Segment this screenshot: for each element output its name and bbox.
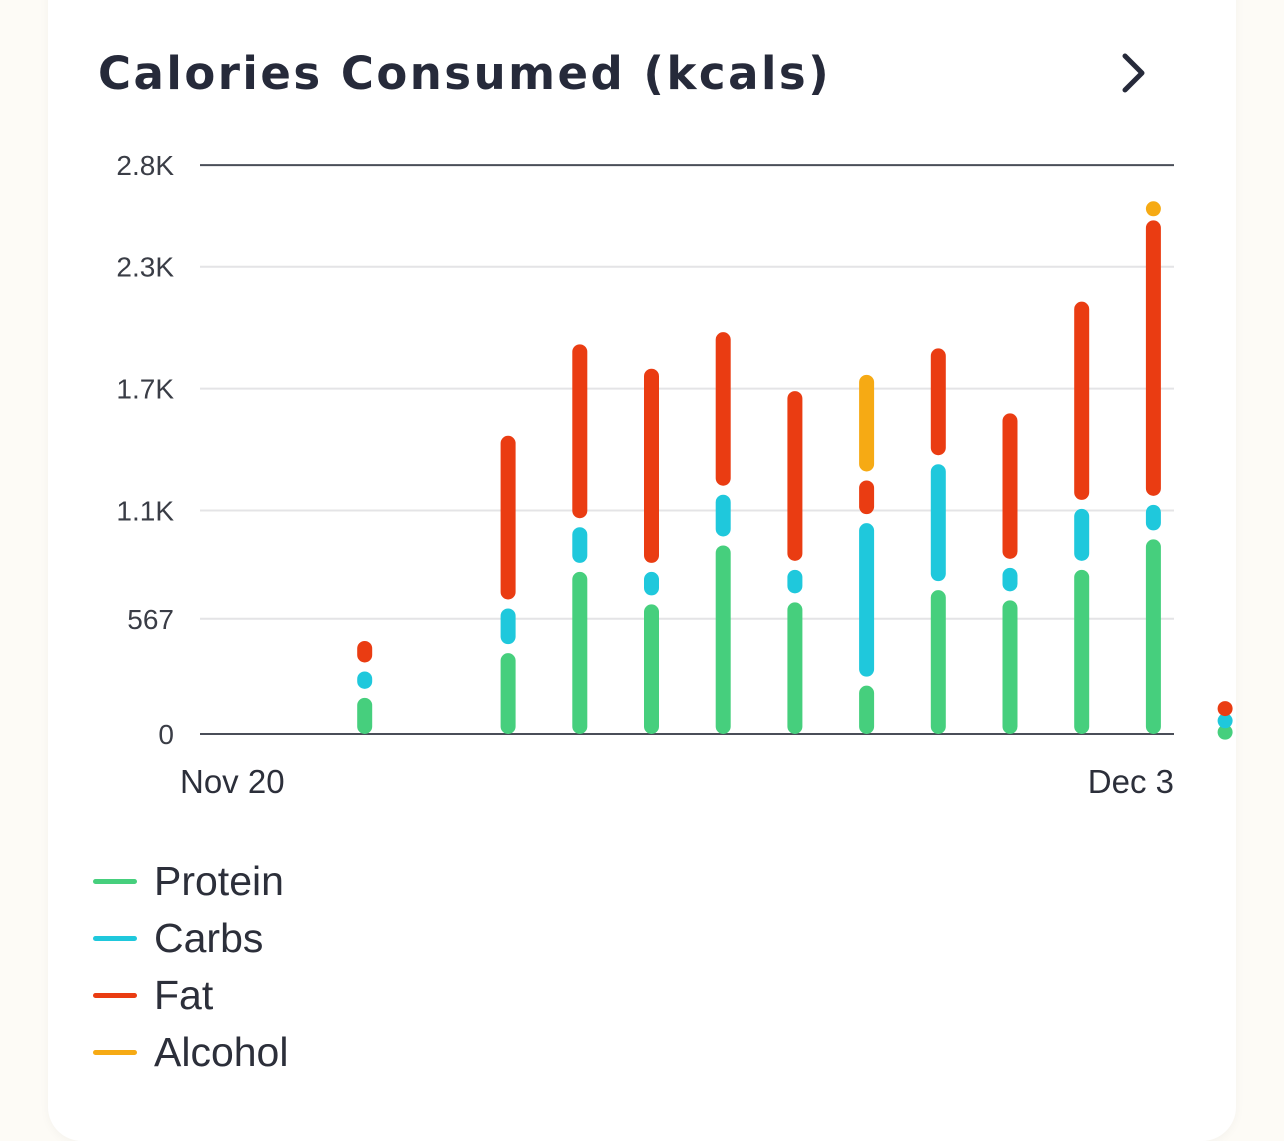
- x-start-label: Nov 20: [180, 763, 285, 800]
- legend-label: Protein: [154, 858, 284, 904]
- y-tick-label: 567: [127, 604, 174, 635]
- legend-item-protein: Protein: [93, 853, 288, 910]
- legend-swatch: [93, 1050, 137, 1055]
- bar-segment-carbs: [644, 571, 659, 596]
- legend-item-fat: Fat: [93, 967, 288, 1024]
- legend-label: Fat: [154, 972, 214, 1018]
- bar-segment-fat: [500, 435, 516, 600]
- legend-label: Carbs: [154, 915, 264, 961]
- bar-segment-protein: [1002, 600, 1018, 734]
- bar-segment-carbs: [1217, 713, 1233, 729]
- bar-segment-protein: [1145, 539, 1161, 734]
- bar-segment-protein: [859, 685, 875, 734]
- calories-chart: 0 567 1.1K 1.7K 2.3K 2.8K Nov 20 Dec 3: [116, 150, 1233, 800]
- legend-swatch: [93, 936, 137, 941]
- chart-title: Calories Consumed (kcals): [98, 47, 832, 100]
- bar-segment-fat: [1145, 220, 1161, 496]
- x-end-label: Dec 3: [1088, 763, 1174, 800]
- bar-segment-carbs: [572, 527, 588, 563]
- bar-segment-fat: [859, 480, 875, 515]
- bar-segment-alcohol: [1145, 201, 1161, 217]
- bar-segment-fat: [357, 640, 373, 663]
- legend-swatch: [93, 879, 137, 884]
- bar-segment-carbs: [859, 523, 875, 677]
- chart-legend: Protein Carbs Fat Alcohol: [93, 853, 288, 1081]
- bar-segment-carbs: [500, 608, 516, 645]
- bar-segment-carbs: [1074, 508, 1090, 561]
- bar-segment-fat: [1217, 701, 1233, 717]
- bar-segment-protein: [930, 590, 946, 734]
- legend-swatch: [93, 993, 137, 998]
- bar-segment-fat: [930, 348, 946, 456]
- bar-segment-carbs: [1145, 504, 1161, 531]
- bar-segment-protein: [1074, 569, 1090, 734]
- bar-segment-fat: [1002, 413, 1018, 559]
- bar-segment-carbs: [1002, 567, 1018, 592]
- legend-item-alcohol: Alcohol: [93, 1024, 288, 1081]
- bar-segment-fat: [644, 368, 659, 563]
- legend-label: Alcohol: [154, 1029, 289, 1075]
- bar-segment-protein: [644, 604, 659, 734]
- bar-segment-fat: [572, 344, 588, 519]
- bar-segment-carbs: [357, 671, 373, 689]
- legend-item-carbs: Carbs: [93, 910, 288, 967]
- y-tick-label: 1.7K: [116, 374, 174, 405]
- bar-segment-carbs: [930, 464, 946, 582]
- y-tick-label: 2.8K: [116, 150, 174, 181]
- bar-segment-fat: [1074, 301, 1090, 500]
- bar-segment-protein: [787, 602, 803, 734]
- y-tick-label: 2.3K: [116, 252, 174, 283]
- bar-segment-protein: [715, 545, 731, 734]
- y-tick-label: 1.1K: [116, 496, 174, 527]
- chevron-right-icon[interactable]: [1108, 48, 1158, 98]
- bar-segment-carbs: [787, 569, 803, 594]
- calories-card: [48, 0, 1236, 1141]
- bar-segment-protein: [1217, 724, 1233, 740]
- bar-segment-fat: [787, 391, 803, 561]
- y-tick-label: 0: [158, 719, 174, 750]
- bar-segment-fat: [715, 332, 731, 486]
- bar-segment-protein: [572, 571, 588, 734]
- bar-segment-protein: [500, 653, 516, 734]
- bar-segment-protein: [357, 697, 373, 734]
- bar-segment-alcohol: [859, 374, 875, 472]
- bar-segment-carbs: [715, 494, 731, 537]
